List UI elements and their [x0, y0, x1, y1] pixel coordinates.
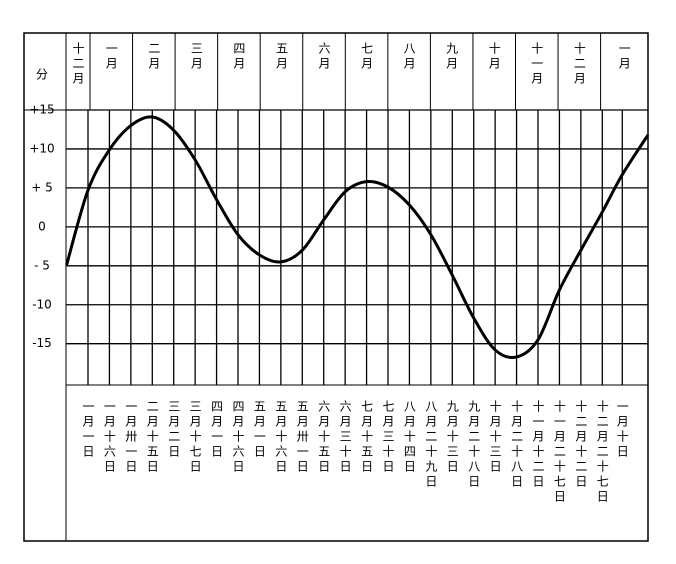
- x-tick-label: 二月十五日: [145, 400, 159, 475]
- month-header: 十一月: [530, 42, 544, 87]
- x-tick-label: 五月十六日: [274, 400, 288, 475]
- y-tick-label: 0: [38, 219, 46, 233]
- x-tick-label: 十一月十二日: [531, 400, 545, 490]
- x-tick-label: 十月十三日: [488, 400, 502, 475]
- x-tick-label: 七月三十日: [381, 400, 395, 475]
- month-header: 十二月: [572, 42, 586, 87]
- x-tick-label: 一月一日: [81, 400, 95, 460]
- month-header: 一月: [104, 42, 118, 72]
- month-header: 三月: [189, 42, 203, 72]
- x-tick-label: 九月二十八日: [467, 400, 481, 490]
- x-tick-label: 六月十五日: [317, 400, 331, 475]
- y-tick-label: +15: [29, 103, 54, 117]
- x-tick-label: 十月二十八日: [510, 400, 524, 490]
- y-tick-label: + 5: [31, 180, 53, 194]
- month-header: 八月: [402, 42, 416, 72]
- month-header: 九月: [445, 42, 459, 72]
- x-tick-label: 五月一日: [252, 400, 266, 460]
- x-tick-label: 十二月二十七日: [595, 400, 609, 505]
- y-tick-label: -15: [32, 336, 52, 350]
- line: [65, 115, 650, 359]
- x-tick-label: 七月十五日: [360, 400, 374, 475]
- x-tick-label: 一月十六日: [102, 400, 116, 475]
- frame: [23, 32, 649, 542]
- y-tick-label: - 5: [34, 258, 50, 272]
- x-tick-label: 九月十三日: [445, 400, 459, 475]
- month-header: 十月: [487, 42, 501, 72]
- x-tick-label: 一月十日: [615, 400, 629, 460]
- x-tick-label: 四月一日: [210, 400, 224, 460]
- month-header: 一月: [617, 42, 631, 72]
- x-tick-label: 十一月二十七日: [552, 400, 566, 505]
- x-tick-label: 四月十六日: [231, 400, 245, 475]
- month-header: 十二月: [71, 42, 85, 87]
- x-tick-label: 三月二日: [167, 400, 181, 460]
- y-tick-label: +10: [29, 141, 54, 155]
- month-header: 四月: [232, 42, 246, 72]
- month-header: 七月: [360, 42, 374, 72]
- month-header: 五月: [274, 42, 288, 72]
- month-header: 六月: [317, 42, 331, 72]
- y-tick-label: -10: [32, 297, 52, 311]
- x-tick-label: 三月十七日: [188, 400, 202, 475]
- x-tick-label: 一月卅一日: [124, 400, 138, 475]
- x-tick-label: 十二月十二日: [574, 400, 588, 490]
- x-tick-label: 八月十四日: [402, 400, 416, 475]
- x-tick-label: 六月三十日: [338, 400, 352, 475]
- y-axis-label: 分: [36, 68, 48, 82]
- x-tick-label: 五月卅一日: [295, 400, 309, 475]
- x-tick-label: 八月二十九日: [424, 400, 438, 490]
- month-header: 二月: [147, 42, 161, 72]
